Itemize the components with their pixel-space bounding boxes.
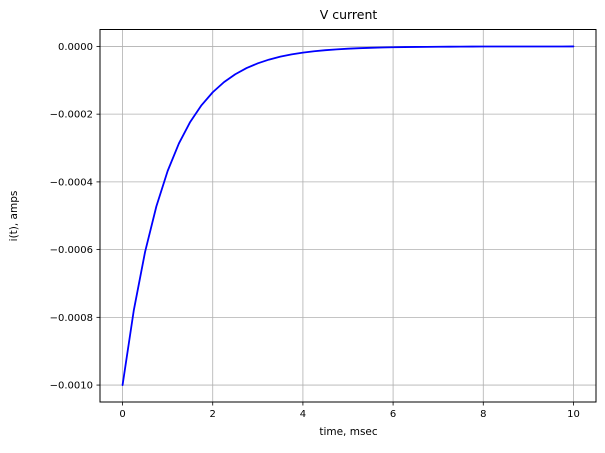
x-tick-label: 8 — [480, 409, 486, 420]
x-tick-label: 4 — [300, 409, 306, 420]
y-tick-label: −0.0004 — [50, 177, 93, 188]
y-tick-label: −0.0008 — [50, 313, 93, 324]
y-tick-label: −0.0006 — [50, 245, 93, 256]
y-tick-label: −0.0010 — [50, 381, 93, 392]
y-tick-label: 0.0000 — [58, 42, 93, 53]
plot-frame — [99, 29, 597, 403]
x-tick-label: 10 — [567, 409, 580, 420]
x-tick-label: 0 — [119, 409, 125, 420]
series-line — [121, 45, 575, 386]
x-axis-label: time, msec — [319, 426, 378, 438]
y-tick-label: −0.0002 — [50, 110, 93, 121]
x-tick-label: 2 — [210, 409, 216, 420]
y-axis-label: i(t), amps — [8, 190, 20, 242]
x-tick-label: 6 — [390, 409, 396, 420]
chart-title: V current — [319, 7, 378, 22]
